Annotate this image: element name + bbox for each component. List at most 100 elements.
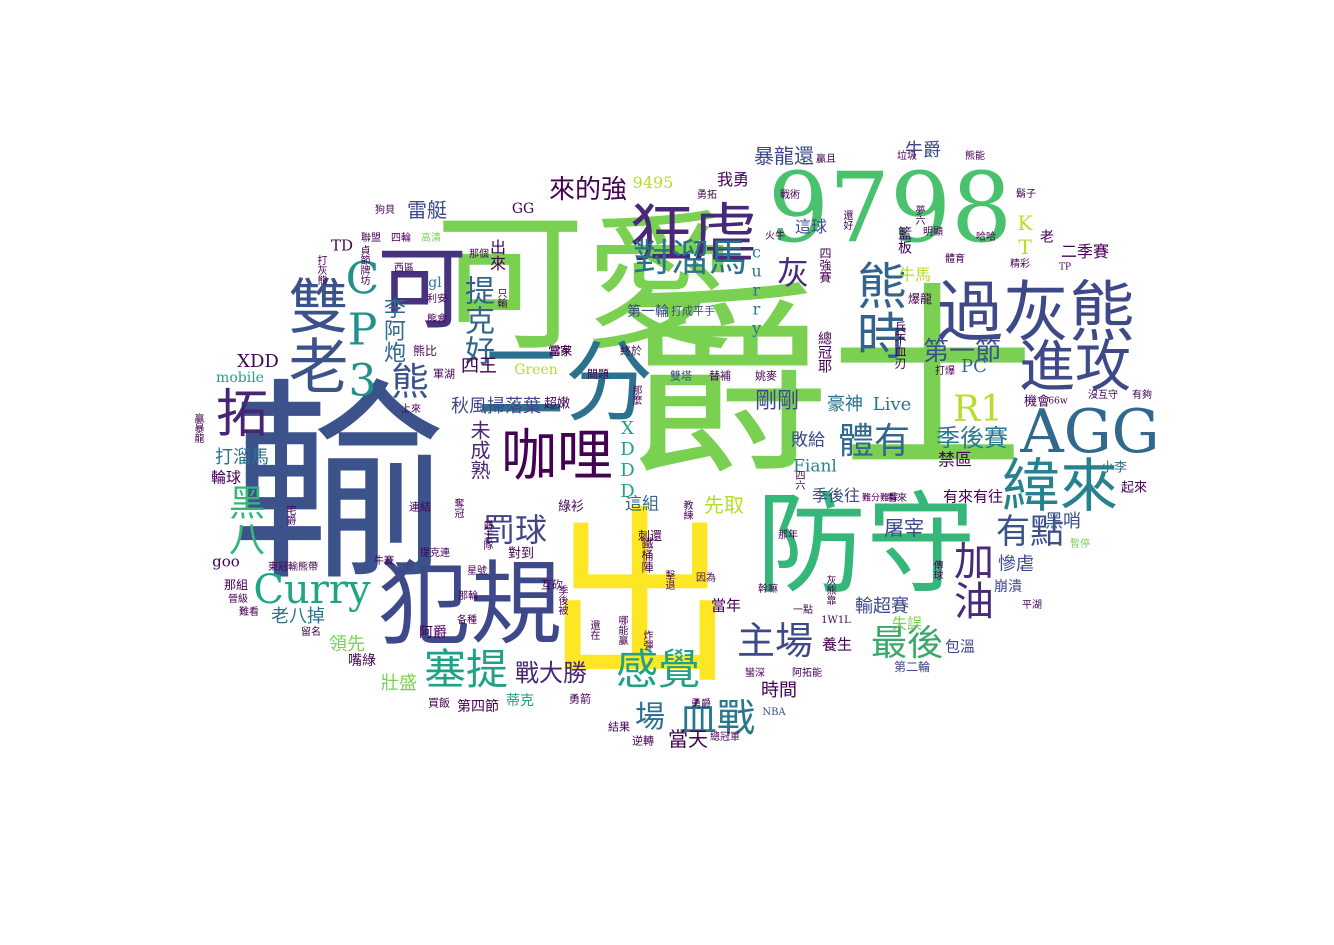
word: XDDD [617, 418, 638, 502]
word: 出來 [487, 239, 506, 271]
word: 9798 [767, 152, 1013, 264]
word: 看來 [887, 493, 907, 504]
word: 牛爵 [905, 140, 941, 161]
word: mobile [216, 370, 264, 386]
word: 出 [544, 489, 736, 710]
word: 包溫 [944, 637, 976, 656]
word: KT [1013, 211, 1037, 259]
word: 當家 [547, 344, 573, 358]
word: 連結 [409, 500, 431, 514]
word: 有點 [996, 512, 1064, 552]
word: 火牛 [765, 231, 785, 242]
word: 那組 [223, 578, 249, 592]
word: 咖哩 [501, 424, 613, 489]
word: 戰大勝 [515, 659, 587, 687]
word: 平湖 [1022, 600, 1042, 611]
word: 那輪 [458, 591, 478, 602]
word: Fianl [793, 456, 837, 477]
word: 晉級 [228, 594, 248, 605]
word: 還好 [841, 210, 852, 230]
word: 明顯 [923, 227, 943, 238]
word: 最後 [870, 623, 944, 664]
word: 黑八 [223, 484, 264, 556]
word: 牛賽 [374, 556, 394, 567]
word: TP [1058, 262, 1072, 273]
word: 對溜馬 [632, 236, 748, 280]
word: 感覺 [615, 645, 701, 694]
word: 老八掉 [271, 606, 325, 627]
word: 養生 [821, 635, 853, 654]
word: 剛剛 [754, 389, 800, 414]
word: 塞提 [423, 645, 509, 694]
word: 我勇 [716, 170, 750, 189]
word: 李阿炮 [380, 297, 405, 363]
word: 灰熊靠 [824, 575, 835, 605]
word: 體育 [945, 254, 965, 265]
word: 有夠 [1132, 390, 1152, 401]
word: 難看 [239, 607, 259, 618]
word: 熊能 [965, 151, 985, 162]
word: AGG [1020, 397, 1160, 467]
word: 蠻深 [745, 668, 765, 679]
word: 上來 [401, 404, 421, 415]
word: 綠衫 [557, 499, 585, 515]
word: 難分難解 [861, 493, 899, 504]
word: 東冠輸熊帶 [268, 562, 318, 573]
word: 精彩 [1010, 259, 1030, 270]
word: 9495 [632, 173, 674, 192]
word: 那麼 [630, 385, 641, 405]
word: 崩潰 [994, 579, 1022, 595]
word: 勇爵 [691, 699, 711, 710]
word: 第一輪 [627, 304, 669, 320]
word: 擊退 [663, 570, 674, 590]
word: gl [428, 275, 442, 291]
word: 貞節牌坊 [358, 245, 369, 285]
word: 傳球 [931, 560, 942, 580]
word: 四輪 [391, 233, 411, 244]
word: 場 [635, 700, 665, 735]
word: 總冠軍 [710, 732, 740, 743]
word: 體有 [837, 421, 911, 462]
word: CP3 [337, 253, 388, 407]
word: 第二輪 [893, 660, 931, 674]
word: 聯盟 [361, 233, 381, 244]
word: 輪球 [210, 468, 242, 487]
word: GG [511, 201, 535, 217]
word: 教練 [681, 500, 692, 520]
word: 血戰 [678, 696, 756, 740]
word: 籃板 [896, 226, 912, 254]
word: 暴龍還 [754, 144, 814, 168]
word: 西區 [394, 263, 414, 274]
word: 罰球 [482, 511, 548, 549]
word: 二分 [476, 331, 654, 434]
word: 各種 [457, 615, 477, 626]
word: 爆龍 [907, 292, 933, 306]
word: 未成熟 [467, 420, 491, 480]
word: 打溜馬 [215, 447, 269, 468]
word: 結果 [608, 720, 630, 734]
word: 對到 [507, 546, 535, 562]
word: 只輸 [495, 288, 506, 308]
word: 那個 [469, 249, 489, 260]
word: 狗貝 [375, 205, 395, 216]
word: 打爆 [935, 366, 955, 377]
word: 牛馬 [898, 265, 932, 284]
word: 姚麥 [755, 369, 777, 383]
word: 刺還 [637, 529, 663, 543]
word: 奪冠 [452, 498, 463, 518]
word: 這組 [625, 494, 659, 515]
word: 買飯 [428, 696, 450, 710]
word: 戰術 [780, 190, 800, 201]
word: 宅爵 [284, 505, 295, 525]
word: 可愛 [434, 198, 736, 372]
word: Live [872, 394, 912, 415]
word: 雙塔 [670, 369, 692, 383]
word: 豪神 [827, 394, 863, 415]
word: 打成平手 [671, 304, 715, 318]
word: 一點 [793, 605, 813, 616]
word: 黑哨 [1045, 511, 1081, 532]
word: 當年 [710, 596, 742, 615]
word: 暫停 [1070, 539, 1090, 550]
word: 嘴綠 [348, 653, 376, 669]
